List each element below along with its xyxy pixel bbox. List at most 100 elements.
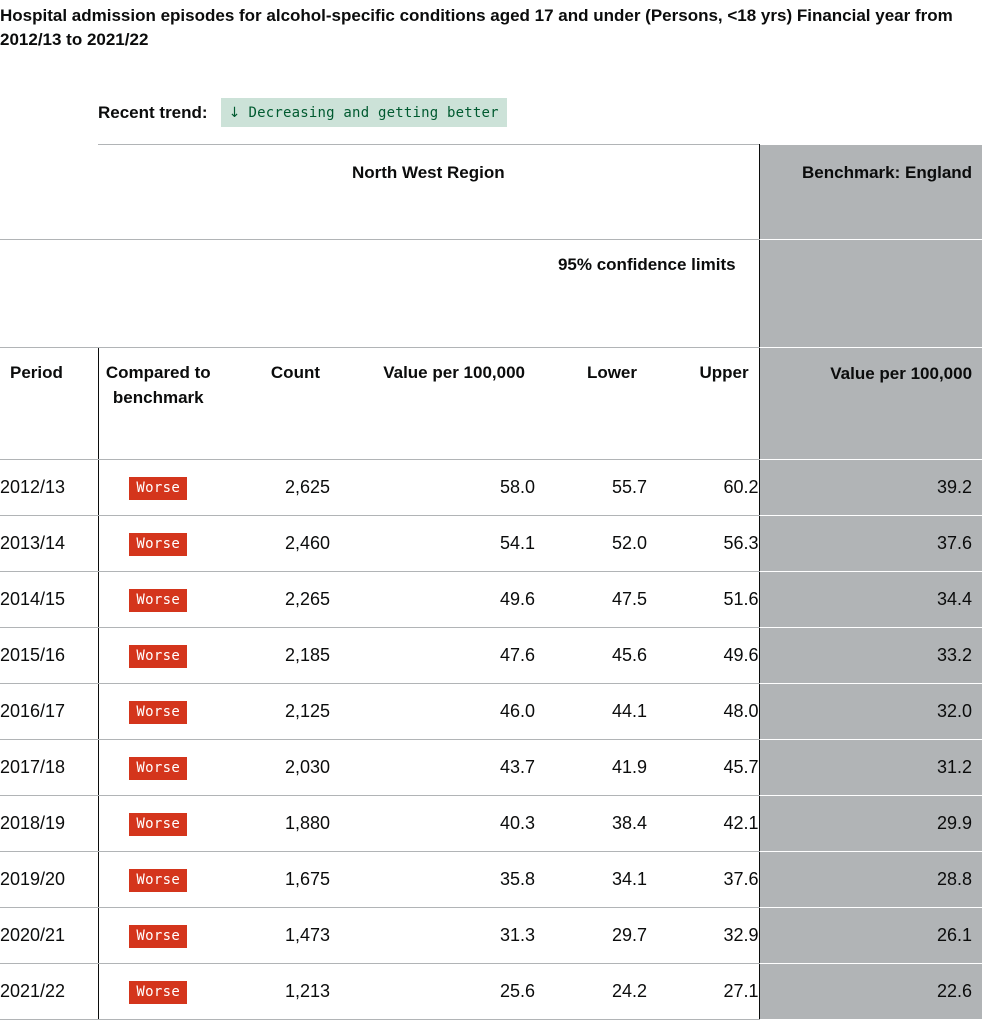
table-row: 2017/18 Worse 2,030 43.7 41.9 45.7 31.2 (0, 739, 982, 796)
col-header-period: Period (0, 347, 99, 460)
period-cell: 2021/22 (0, 963, 99, 1020)
table-row: 2018/19 Worse 1,880 40.3 38.4 42.1 29.9 (0, 795, 982, 852)
benchmark-value-cell: 31.2 (759, 739, 982, 796)
value-cell: 25.6 (330, 963, 535, 1020)
lower-cell: 52.0 (535, 515, 647, 572)
upper-cell: 60.2 (647, 459, 760, 516)
status-badge: Worse (129, 644, 188, 668)
col-header-count: Count (218, 347, 330, 460)
confidence-limits-header: 95% confidence limits (535, 239, 760, 348)
table-row: 2016/17 Worse 2,125 46.0 44.1 48.0 32.0 (0, 683, 982, 740)
col-header-upper: Upper (647, 347, 760, 460)
status-badge: Worse (129, 588, 188, 612)
value-cell: 49.6 (330, 571, 535, 628)
period-cell: 2018/19 (0, 795, 99, 852)
compared-cell: Worse (98, 459, 218, 516)
period-cell: 2014/15 (0, 571, 99, 628)
status-badge: Worse (129, 812, 188, 836)
count-cell: 2,265 (218, 571, 330, 628)
period-cell: 2016/17 (0, 683, 99, 740)
region-header: North West Region (98, 144, 760, 240)
lower-cell: 29.7 (535, 907, 647, 964)
arrow-down-icon: ↓ (228, 104, 241, 121)
status-badge: Worse (129, 756, 188, 780)
trend-text: Decreasing and getting better (248, 104, 499, 121)
upper-cell: 32.9 (647, 907, 760, 964)
count-cell: 2,030 (218, 739, 330, 796)
table-row: 2014/15 Worse 2,265 49.6 47.5 51.6 34.4 (0, 571, 982, 628)
status-badge: Worse (129, 532, 188, 556)
count-cell: 2,625 (218, 459, 330, 516)
upper-cell: 42.1 (647, 795, 760, 852)
benchmark-value-cell: 29.9 (759, 795, 982, 852)
compared-cell: Worse (98, 627, 218, 684)
period-cell: 2012/13 (0, 459, 99, 516)
benchmark-value-cell: 26.1 (759, 907, 982, 964)
value-cell: 47.6 (330, 627, 535, 684)
status-badge: Worse (129, 924, 188, 948)
status-badge: Worse (129, 980, 188, 1004)
col-header-value: Value per 100,000 (330, 347, 535, 460)
count-cell: 2,185 (218, 627, 330, 684)
value-cell: 43.7 (330, 739, 535, 796)
lower-cell: 34.1 (535, 851, 647, 908)
upper-cell: 51.6 (647, 571, 760, 628)
value-cell: 58.0 (330, 459, 535, 516)
value-cell: 46.0 (330, 683, 535, 740)
table-row: 2015/16 Worse 2,185 47.6 45.6 49.6 33.2 (0, 627, 982, 684)
benchmark-value-cell: 39.2 (759, 459, 982, 516)
period-cell: 2019/20 (0, 851, 99, 908)
period-cell: 2020/21 (0, 907, 99, 964)
benchmark-value-cell: 22.6 (759, 963, 982, 1020)
compared-cell: Worse (98, 851, 218, 908)
lower-cell: 45.6 (535, 627, 647, 684)
upper-cell: 45.7 (647, 739, 760, 796)
value-cell: 40.3 (330, 795, 535, 852)
compared-cell: Worse (98, 907, 218, 964)
count-cell: 1,675 (218, 851, 330, 908)
upper-cell: 48.0 (647, 683, 760, 740)
benchmark-header: Benchmark: England (759, 144, 982, 240)
lower-cell: 47.5 (535, 571, 647, 628)
recent-trend-label: Recent trend: (98, 102, 208, 122)
status-badge: Worse (129, 476, 188, 500)
table-row: 2021/22 Worse 1,213 25.6 24.2 27.1 22.6 (0, 963, 982, 1020)
col-header-benchmark-value: Value per 100,000 (759, 347, 982, 460)
benchmark-value-cell: 28.8 (759, 851, 982, 908)
count-cell: 2,460 (218, 515, 330, 572)
benchmark-value-cell: 33.2 (759, 627, 982, 684)
benchmark-value-cell: 34.4 (759, 571, 982, 628)
table-row: 2019/20 Worse 1,675 35.8 34.1 37.6 28.8 (0, 851, 982, 908)
count-cell: 2,125 (218, 683, 330, 740)
upper-cell: 56.3 (647, 515, 760, 572)
lower-cell: 24.2 (535, 963, 647, 1020)
lower-cell: 38.4 (535, 795, 647, 852)
compared-cell: Worse (98, 739, 218, 796)
indicator-table: North West Region Benchmark: England 95%… (0, 144, 982, 1020)
compared-cell: Worse (98, 683, 218, 740)
count-cell: 1,213 (218, 963, 330, 1020)
upper-cell: 49.6 (647, 627, 760, 684)
benchmark-value-cell: 37.6 (759, 515, 982, 572)
table-row: 2013/14 Worse 2,460 54.1 52.0 56.3 37.6 (0, 515, 982, 572)
upper-cell: 37.6 (647, 851, 760, 908)
status-badge: Worse (129, 868, 188, 892)
lower-cell: 41.9 (535, 739, 647, 796)
trend-badge: ↓ Decreasing and getting better (220, 98, 507, 127)
compared-cell: Worse (98, 795, 218, 852)
count-cell: 1,880 (218, 795, 330, 852)
status-badge: Worse (129, 700, 188, 724)
benchmark-value-cell: 32.0 (759, 683, 982, 740)
value-cell: 31.3 (330, 907, 535, 964)
lower-cell: 44.1 (535, 683, 647, 740)
table-row: 2020/21 Worse 1,473 31.3 29.7 32.9 26.1 (0, 907, 982, 964)
compared-cell: Worse (98, 963, 218, 1020)
count-cell: 1,473 (218, 907, 330, 964)
col-header-compared: Compared to benchmark (98, 347, 218, 460)
value-cell: 35.8 (330, 851, 535, 908)
lower-cell: 55.7 (535, 459, 647, 516)
recent-trend: Recent trend: ↓ Decreasing and getting b… (98, 98, 507, 127)
compared-cell: Worse (98, 515, 218, 572)
period-cell: 2017/18 (0, 739, 99, 796)
period-cell: 2015/16 (0, 627, 99, 684)
